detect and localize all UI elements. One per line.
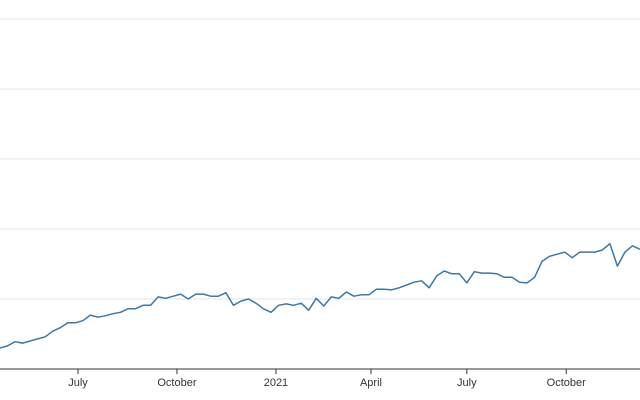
x-tick-label: July	[68, 377, 88, 389]
x-tick-label: July	[457, 377, 477, 389]
x-tick-label: October	[547, 377, 586, 389]
x-tick-label: October	[157, 377, 196, 389]
data-line	[0, 242, 640, 349]
x-tick-label: 2021	[264, 377, 288, 389]
x-tick-label: April	[360, 377, 382, 389]
